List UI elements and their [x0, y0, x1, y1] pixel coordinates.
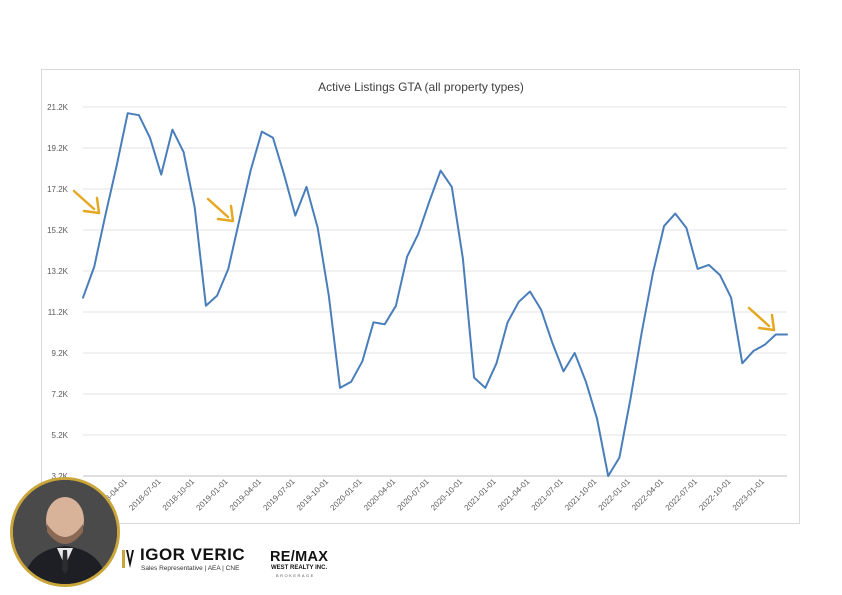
x-tick-label: 2022-04-01 [630, 477, 666, 513]
x-tick-label: 2019-04-01 [228, 477, 264, 513]
brokerage-name: WEST REALTY INC. [271, 565, 328, 571]
agent-role: Sales Representative | AEA | CNE [141, 565, 240, 572]
y-tick-label: 19.2K [47, 144, 69, 153]
brokerage-tagline: BROKERAGE [276, 573, 315, 578]
y-tick-label: 5.2K [52, 431, 69, 440]
x-tick-label: 2020-07-01 [396, 477, 432, 513]
x-tick-label: 2020-10-01 [429, 477, 465, 513]
x-tick-label: 2020-04-01 [362, 477, 398, 513]
y-tick-label: 3.2K [52, 472, 69, 481]
agent-name: IGOR VERIC [140, 545, 246, 564]
x-tick-label: 2019-07-01 [261, 477, 297, 513]
x-tick-label: 2019-01-01 [194, 477, 230, 513]
x-tick-label: 2019-10-01 [295, 477, 331, 513]
y-tick-label: 9.2K [52, 349, 69, 358]
y-tick-label: 21.2K [47, 103, 69, 112]
x-tick-label: 2021-07-01 [530, 477, 566, 513]
x-tick-label: 2018-10-01 [161, 477, 197, 513]
brokerage-logo: RE/MAX [270, 549, 329, 565]
x-tick-label: 2021-10-01 [563, 477, 599, 513]
y-tick-label: 11.2K [48, 308, 69, 317]
portrait-photo-icon [13, 480, 117, 584]
y-tick-label: 7.2K [52, 390, 69, 399]
down-arrow-icon [206, 197, 235, 223]
y-tick-label: 15.2K [47, 226, 69, 235]
down-arrow-icon [72, 189, 101, 215]
x-tick-label: 2021-04-01 [496, 477, 532, 513]
series-line [82, 112, 788, 477]
agent-brand-mark-icon [122, 550, 134, 568]
y-tick-label: 13.2K [47, 267, 69, 276]
chart-frame: Active Listings GTA (all property types)… [41, 69, 800, 524]
x-tick-label: 2022-10-01 [697, 477, 733, 513]
x-tick-label: 2018-07-01 [127, 477, 163, 513]
x-tick-label: 2022-07-01 [664, 477, 700, 513]
line-chart: Active Listings GTA (all property types)… [47, 80, 788, 513]
down-arrow-icon [747, 306, 776, 332]
x-tick-label: 2023-01-01 [731, 477, 767, 513]
x-tick-label: 2020-01-01 [328, 477, 364, 513]
y-tick-label: 17.2K [47, 185, 69, 194]
x-tick-label: 2021-01-01 [463, 477, 499, 513]
chart-title: Active Listings GTA (all property types) [318, 80, 524, 94]
agent-avatar [10, 477, 120, 587]
x-tick-label: 2022-01-01 [597, 477, 633, 513]
